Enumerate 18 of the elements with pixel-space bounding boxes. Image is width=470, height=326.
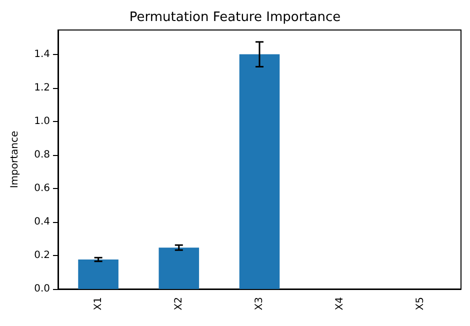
y-tick-label: 0.8: [34, 149, 50, 160]
x-tick-label: X5: [415, 297, 426, 310]
bar: [78, 259, 118, 289]
y-tick-label: 0.6: [34, 182, 50, 194]
x-tick-label: X1: [92, 297, 104, 310]
y-tick-label: 0.4: [34, 216, 50, 228]
x-tick-label: X4: [334, 297, 346, 310]
y-tick-label: 1.2: [34, 82, 50, 94]
y-tick-label: 1.4: [34, 48, 50, 60]
y-tick-label: 0.0: [34, 284, 50, 294]
y-tick-label: 0.2: [34, 250, 50, 261]
bar: [158, 248, 200, 289]
y-tick-label: 1.0: [34, 116, 50, 127]
x-tick-label: X2: [173, 297, 184, 310]
x-tick-label: X3: [254, 297, 265, 310]
y-axis-title: Importance: [10, 130, 20, 188]
bar: [239, 54, 280, 289]
chart-title: Permutation Feature Importance: [129, 10, 341, 25]
